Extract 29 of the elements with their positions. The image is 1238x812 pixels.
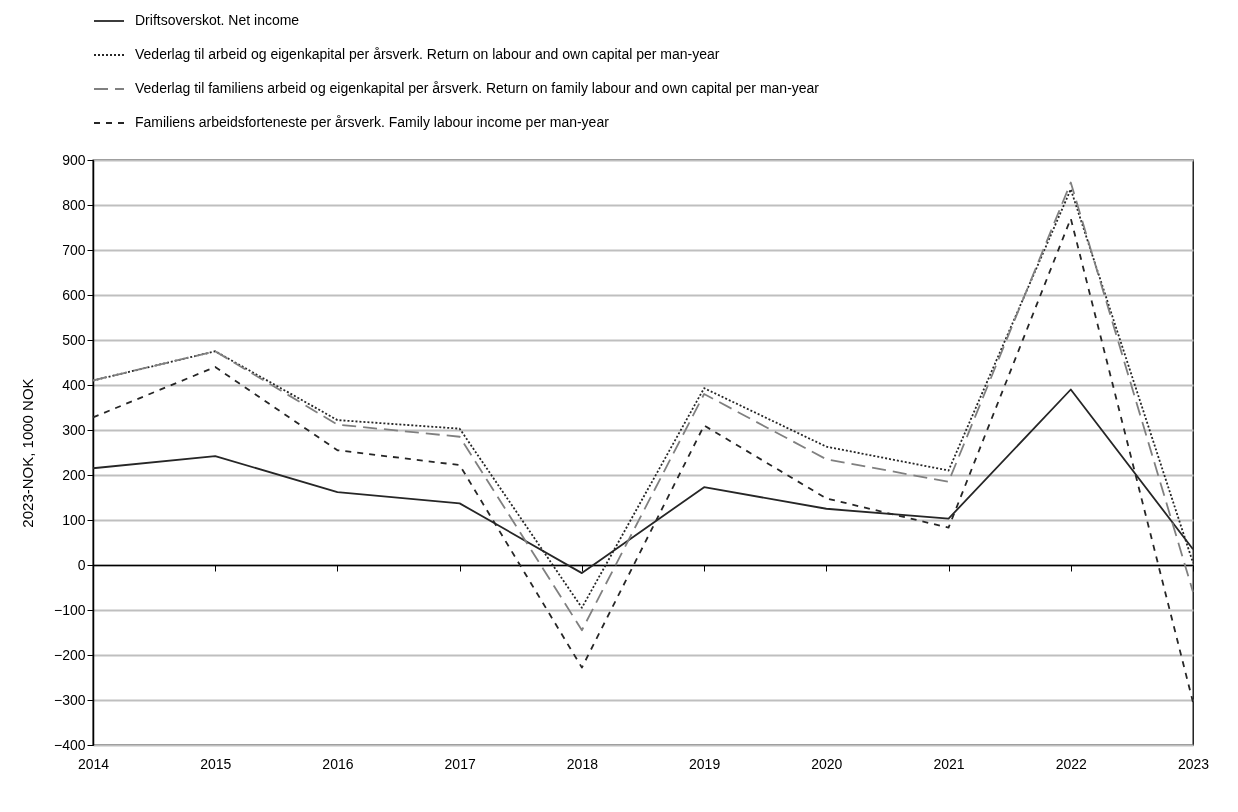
y-tick-label: 700 <box>62 241 86 258</box>
legend-label: Vederlag til arbeid og eigenkapital per årsverk. Return on labour and own capital per man-year <box>135 46 720 62</box>
y-tick-label: 300 <box>62 421 86 438</box>
x-tick-label: 2018 <box>566 755 599 772</box>
y-tick-label: 100 <box>62 511 86 528</box>
y-tick-label: 900 <box>62 151 86 168</box>
y-tick-label: 800 <box>62 196 86 213</box>
y-tick-label: −300 <box>53 691 86 708</box>
x-tick-label: 2019 <box>689 755 721 772</box>
x-tick-label: 2021 <box>933 755 965 772</box>
y-tick-label: −200 <box>53 646 86 663</box>
x-tick-label: 2020 <box>811 755 843 772</box>
x-tick-label: 2022 <box>1055 755 1088 772</box>
y-tick-label: 200 <box>62 466 86 483</box>
y-tick-label: −100 <box>53 601 86 618</box>
y-tick-label: 600 <box>62 286 86 303</box>
legend-label: Driftsoverskot. Net income <box>135 12 300 28</box>
y-tick-label: −400 <box>53 736 86 753</box>
x-tick-label: 2016 <box>322 755 354 772</box>
x-tick-label: 2015 <box>200 755 232 772</box>
x-tick-label: 2017 <box>444 755 476 772</box>
legend-label: Vederlag til familiens arbeid og eigenkapital per årsverk. Return on family labour and own capital per man-year <box>135 80 820 96</box>
y-tick-label: 400 <box>62 376 86 393</box>
x-tick-label: 2023 <box>1177 755 1210 772</box>
y-tick-label: 500 <box>62 331 86 348</box>
legend-label: Familiens arbeidsforteneste per årsverk. Family labour income per man-year <box>135 114 610 130</box>
y-axis-title: 2023-NOK, 1000 NOK <box>18 378 36 528</box>
x-tick-label: 2014 <box>77 755 110 772</box>
y-tick-label: 0 <box>77 556 86 573</box>
